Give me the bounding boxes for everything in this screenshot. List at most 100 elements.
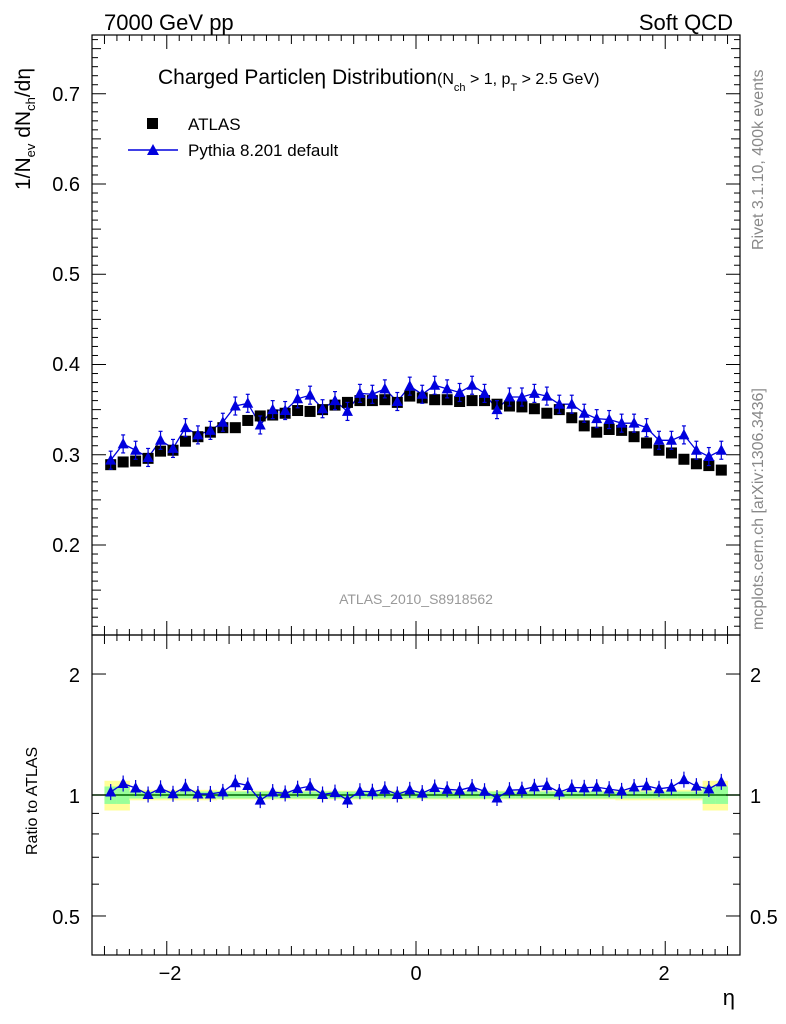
ratio-data-layer bbox=[105, 771, 727, 809]
ratio-pythia-point bbox=[416, 787, 428, 798]
pythia-point bbox=[603, 413, 615, 425]
axis-ticks bbox=[92, 35, 740, 955]
legend-atlas-marker bbox=[147, 118, 158, 129]
atlas-point bbox=[566, 412, 578, 424]
x-tick-label: 2 bbox=[658, 963, 669, 985]
atlas-point bbox=[641, 437, 653, 449]
main-y-tick-labels: 0.2 0.3 0.4 0.5 0.6 0.7 bbox=[52, 84, 80, 557]
atlas-point bbox=[715, 464, 727, 476]
ratio-y-tick-label-right: 1 bbox=[750, 786, 761, 808]
ratio-pythia-point bbox=[304, 780, 316, 791]
pythia-point bbox=[304, 389, 316, 400]
pythia-point bbox=[665, 434, 677, 445]
ratio-pythia-point bbox=[366, 785, 378, 797]
energy-label: 7000 GeV pp bbox=[104, 10, 234, 35]
pythia-point bbox=[379, 382, 391, 394]
ratio-pythia-point bbox=[591, 781, 603, 792]
pythia-point bbox=[179, 421, 191, 433]
ratio-pythia-point bbox=[142, 788, 154, 799]
pythia-point bbox=[130, 444, 142, 455]
y-tick-label: 0.5 bbox=[52, 264, 80, 286]
chart-title: Charged Particleη Distribution(Nch > 1, … bbox=[158, 66, 599, 94]
atlas-point bbox=[441, 394, 453, 406]
ratio-pythia-point bbox=[528, 780, 540, 792]
ratio-pythia-point bbox=[603, 783, 615, 794]
ratio-y-tick-label: 1 bbox=[69, 786, 80, 808]
atlas-point bbox=[242, 414, 254, 426]
pythia-point bbox=[641, 421, 653, 433]
pythia-point bbox=[591, 412, 603, 424]
ratio-pythia-point bbox=[665, 781, 677, 792]
pythia-point bbox=[105, 454, 117, 465]
ratio-pythia-point bbox=[404, 783, 416, 795]
pythia-point bbox=[479, 387, 491, 398]
pythia-point bbox=[416, 388, 428, 399]
ratio-pythia-point bbox=[628, 780, 640, 792]
atlas-point bbox=[130, 455, 142, 467]
ratio-y-tick-label: 2 bbox=[69, 665, 80, 687]
y-tick-label: 0.7 bbox=[52, 84, 80, 106]
ratio-pythia-point bbox=[703, 782, 715, 794]
y-tick-label: 0.2 bbox=[52, 535, 80, 557]
pythia-point bbox=[715, 444, 727, 455]
y-axis-label-ratio: Ratio to ATLAS bbox=[24, 747, 41, 855]
pythia-point bbox=[503, 390, 515, 402]
ratio-pythia-point bbox=[117, 777, 129, 789]
ratio-pythia-point bbox=[242, 779, 254, 790]
ratio-uncertainty-bands bbox=[92, 780, 740, 811]
pythia-point bbox=[242, 397, 254, 408]
x-axis-label: η bbox=[723, 985, 735, 1010]
ratio-pythia-point bbox=[653, 782, 665, 794]
ratio-pythia-point bbox=[503, 784, 515, 795]
pythia-point bbox=[279, 404, 291, 416]
ratio-pythia-point bbox=[516, 783, 528, 795]
y-tick-label: 0.3 bbox=[52, 445, 80, 467]
ratio-pythia-point bbox=[267, 786, 279, 797]
ratio-pythia-point bbox=[192, 787, 204, 799]
ratio-pythia-point bbox=[690, 780, 702, 791]
atlas-point bbox=[690, 458, 702, 470]
legend-pythia-marker bbox=[147, 144, 159, 155]
x-tick-label: −2 bbox=[159, 963, 182, 985]
y-tick-label: 0.4 bbox=[52, 354, 80, 376]
ratio-pythia-point bbox=[491, 791, 503, 803]
ratio-pythia-point bbox=[130, 781, 142, 793]
ratio-pythia-point bbox=[229, 776, 241, 788]
y-tick-label: 0.6 bbox=[52, 174, 80, 196]
pythia-point bbox=[703, 450, 715, 462]
ratio-pythia-point bbox=[641, 779, 653, 791]
pythia-point bbox=[217, 416, 229, 427]
ratio-pythia-point bbox=[341, 793, 353, 805]
atlas-point bbox=[404, 390, 416, 402]
pythia-point bbox=[454, 386, 466, 397]
ratio-pythia-point bbox=[354, 785, 366, 796]
atlas-point bbox=[578, 420, 590, 432]
ratio-pythia-point bbox=[616, 784, 628, 796]
category-label: Soft QCD bbox=[639, 10, 733, 35]
pythia-point bbox=[429, 379, 441, 390]
ratio-pythia-point bbox=[279, 787, 291, 798]
atlas-point bbox=[429, 394, 441, 406]
ratio-pythia-point bbox=[254, 794, 266, 805]
pythia-point bbox=[192, 428, 204, 440]
ratio-pythia-point bbox=[454, 784, 466, 795]
ratio-y-tick-label-right: 0.5 bbox=[750, 907, 778, 929]
ratio-pythia-point bbox=[217, 785, 229, 797]
pythia-point bbox=[142, 451, 154, 462]
pythia-point bbox=[653, 434, 665, 445]
ratio-pythia-point bbox=[553, 786, 565, 797]
pythia-point bbox=[441, 382, 453, 394]
main-data-layer bbox=[105, 375, 727, 476]
ratio-pythia-point bbox=[167, 787, 179, 799]
ratio-pythia-point bbox=[105, 786, 117, 797]
ratio-pythia-point bbox=[466, 780, 478, 792]
ratio-pythia-point bbox=[566, 781, 578, 792]
ratio-pythia-point bbox=[429, 781, 441, 792]
atlas-point bbox=[155, 445, 167, 457]
atlas-point bbox=[304, 405, 316, 417]
pythia-point bbox=[366, 388, 378, 399]
pythia-point bbox=[267, 403, 279, 415]
ratio-y-tick-label-right: 2 bbox=[750, 665, 761, 687]
x-tick-labels: −2 0 2 bbox=[159, 963, 670, 985]
atlas-point bbox=[516, 401, 528, 413]
